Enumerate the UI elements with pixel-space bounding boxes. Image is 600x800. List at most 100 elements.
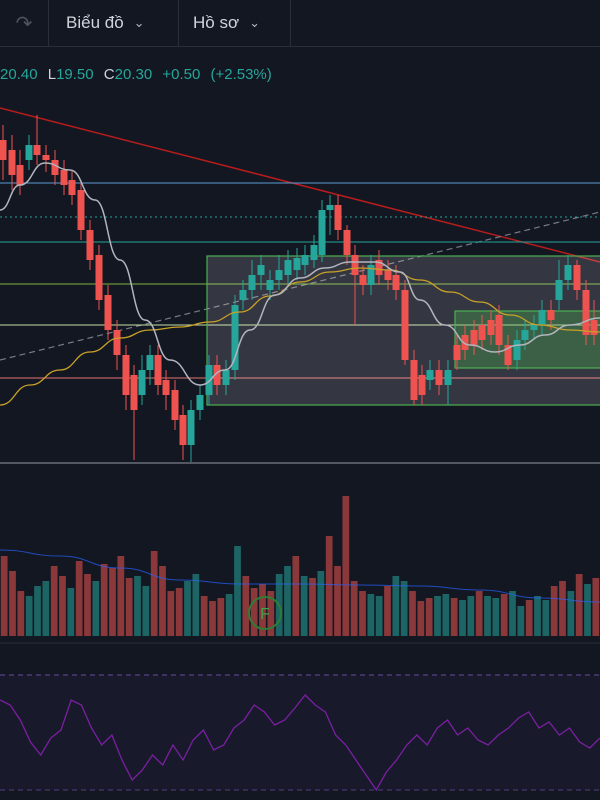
candle-body: [146, 355, 154, 370]
chevron-down-icon: ⌄: [249, 15, 261, 30]
chart-menu-label: Biểu đồ: [66, 13, 124, 32]
candle-body: [162, 380, 170, 395]
volume-bar: [217, 598, 225, 636]
candle-body: [248, 275, 256, 290]
candle-body: [453, 345, 461, 360]
volume-bar: [59, 576, 66, 636]
top-toolbar: ↷ Biểu đồ ⌄ Hồ sơ ⌄: [0, 0, 600, 47]
candle-body: [86, 230, 94, 260]
candle-body: [51, 160, 59, 175]
candle-body: [60, 170, 68, 185]
candle-body: [310, 245, 318, 260]
toolbar-divider: [178, 0, 179, 46]
volume-bar: [125, 578, 133, 636]
volume-bar: [434, 596, 441, 636]
rsi-line: [0, 694, 600, 792]
volume-bar: [442, 594, 450, 636]
change-percent: (+2.53%): [210, 66, 272, 83]
candle-body: [77, 190, 85, 230]
volume-bar: [409, 591, 416, 636]
chevron-down-icon: ⌄: [133, 15, 145, 30]
candle-body: [205, 365, 213, 395]
chart-menu-button[interactable]: Biểu đồ ⌄: [66, 0, 145, 46]
volume-bar: [300, 576, 308, 636]
candle-body: [547, 310, 555, 320]
volume-bar: [267, 591, 275, 636]
rsi-band-fill: [0, 675, 600, 790]
volume-bars-group: [0, 496, 600, 636]
volume-bar: [567, 591, 575, 636]
toolbar-divider: [290, 0, 291, 46]
candle-body: [284, 260, 292, 275]
volume-bar: [367, 594, 375, 636]
candle-body: [367, 265, 375, 285]
volume-bar: [242, 576, 250, 636]
volume-bar: [67, 588, 75, 636]
ascending-dashed-trendline[interactable]: [0, 211, 600, 361]
candle-body: [530, 325, 538, 330]
candle-body: [196, 395, 204, 410]
candle-body: [470, 330, 478, 345]
candle-body: [461, 335, 469, 350]
candle-body: [113, 330, 121, 355]
candle-body: [444, 370, 452, 385]
candle-body: [334, 205, 342, 230]
volume-bar: [75, 561, 83, 636]
candle-body: [231, 305, 239, 370]
volume-bar: [159, 566, 166, 636]
redo-button[interactable]: ↷: [0, 0, 48, 46]
volume-bar: [359, 591, 366, 636]
volume-bar: [167, 591, 175, 636]
candle-body: [154, 355, 162, 385]
volume-bar: [317, 571, 325, 636]
event-marker[interactable]: [248, 596, 282, 630]
volume-bar: [17, 591, 25, 636]
volume-bar: [184, 581, 191, 636]
candle-body: [16, 165, 24, 185]
volume-bar: [392, 576, 400, 636]
volume-bar: [9, 571, 16, 636]
volume-bar: [209, 601, 216, 636]
candle-body: [33, 145, 41, 155]
close-label: C: [103, 66, 115, 83]
low-value: 19.50: [56, 66, 94, 83]
volume-bar: [50, 566, 58, 636]
volume-bar: [517, 606, 525, 636]
slow-moving-average-line: [0, 267, 600, 406]
candle-body: [68, 180, 76, 195]
candle-body: [555, 280, 563, 300]
volume-bar: [109, 568, 116, 636]
candle-body: [478, 325, 486, 340]
candle-body: [138, 370, 146, 395]
volume-bar: [592, 578, 600, 636]
volume-bar: [417, 601, 425, 636]
candle-body: [122, 355, 130, 395]
volume-bar: [550, 586, 558, 636]
volume-bar: [584, 584, 591, 636]
volume-bar: [42, 581, 50, 636]
candle-body: [538, 310, 546, 325]
candle-body: [318, 210, 326, 255]
volume-bar: [575, 574, 583, 636]
volume-bar: [92, 581, 100, 636]
candle-body: [257, 265, 265, 275]
candle-body: [435, 370, 443, 385]
candle-body: [401, 290, 409, 360]
candle-body: [42, 155, 50, 160]
volume-bar: [492, 598, 500, 636]
candle-body: [130, 375, 138, 410]
open-value: 20.40: [0, 66, 38, 83]
volume-bar: [342, 496, 350, 636]
volume-bar: [509, 591, 516, 636]
candle-body: [171, 390, 179, 420]
volume-bar: [350, 581, 358, 636]
candle-body: [426, 370, 434, 380]
candle-body: [343, 230, 351, 255]
profile-menu-button[interactable]: Hồ sơ ⌄: [193, 0, 260, 46]
volume-bar: [400, 581, 408, 636]
candle-body: [513, 340, 521, 360]
candle-body: [301, 255, 309, 265]
volume-bar: [225, 594, 233, 636]
toolbar-divider: [48, 0, 49, 46]
